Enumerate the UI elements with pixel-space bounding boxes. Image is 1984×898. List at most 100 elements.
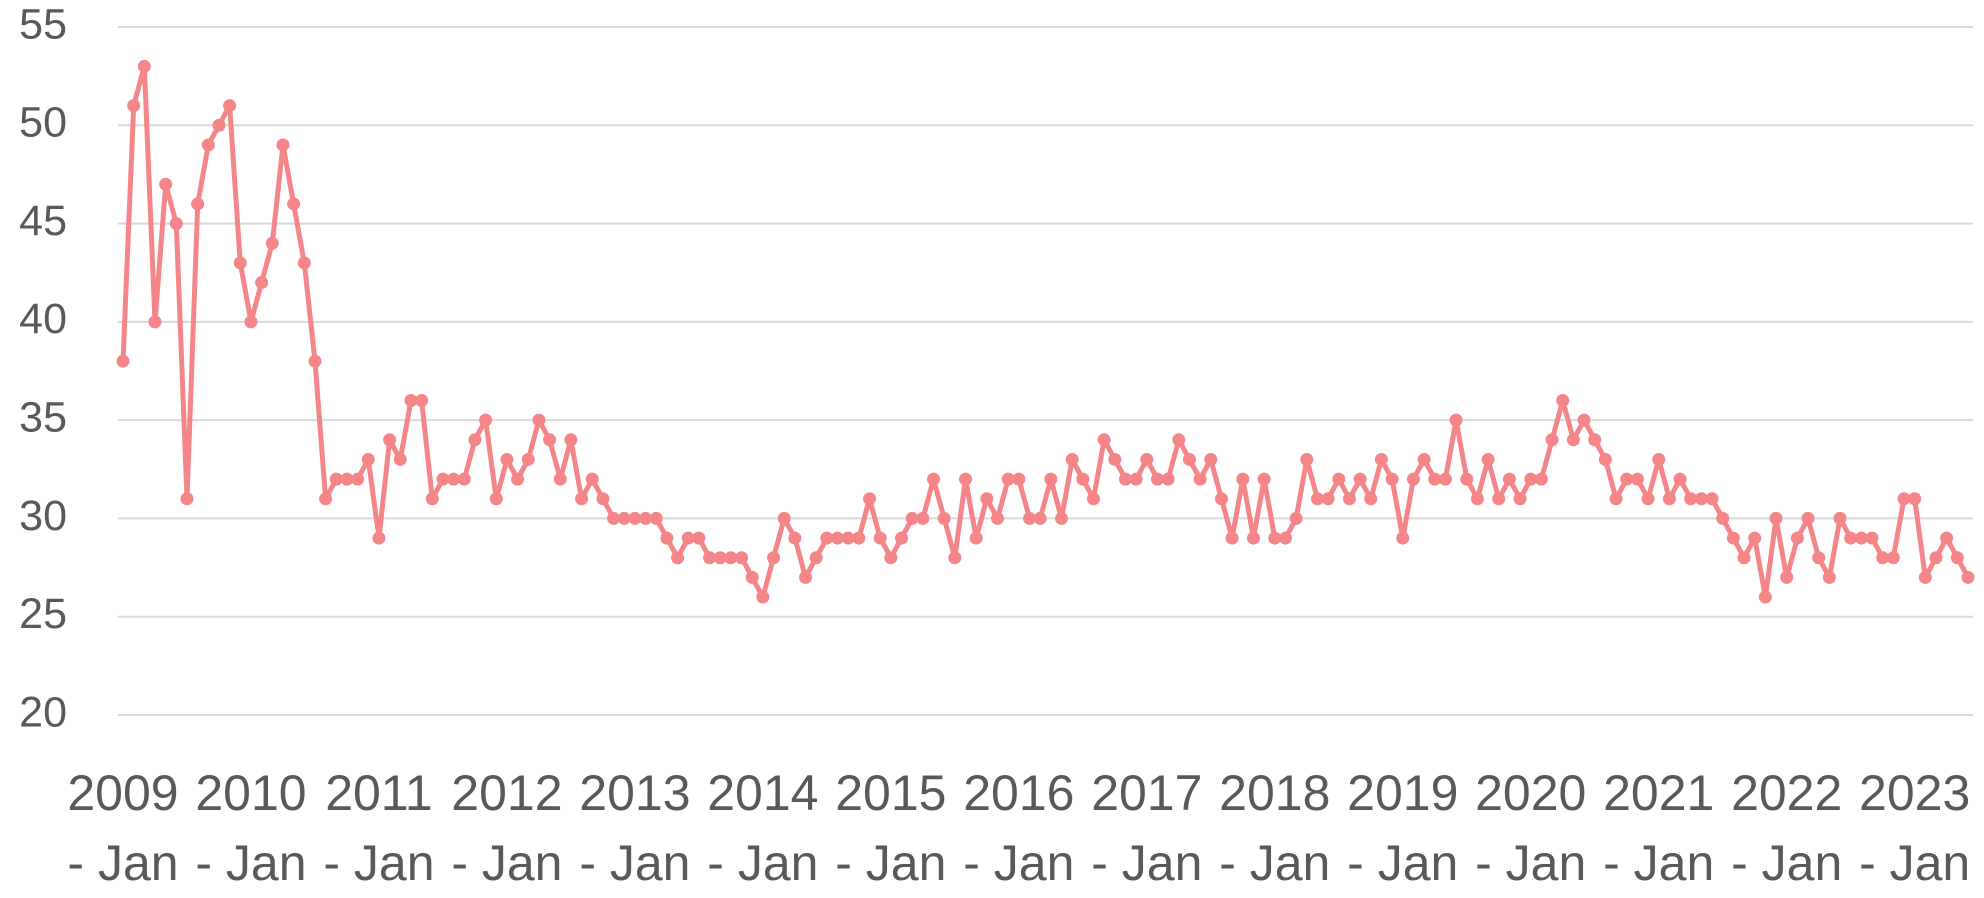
point xyxy=(479,413,493,427)
point xyxy=(1438,472,1452,486)
x-tick-label: 2017 - Jan xyxy=(1091,765,1203,891)
point xyxy=(1140,452,1154,466)
point xyxy=(169,217,183,231)
point xyxy=(1428,472,1442,486)
point xyxy=(1353,472,1367,486)
point xyxy=(745,570,759,584)
point xyxy=(1769,511,1783,525)
point xyxy=(1086,492,1100,506)
point xyxy=(415,393,429,407)
x-tick-label: 2023 - Jan xyxy=(1859,765,1971,891)
point xyxy=(991,511,1005,525)
point xyxy=(468,433,482,447)
point xyxy=(585,472,599,486)
y-tick-label: 25 xyxy=(19,590,67,638)
point xyxy=(575,492,589,506)
point xyxy=(1833,511,1847,525)
point xyxy=(1673,472,1687,486)
point xyxy=(649,511,663,525)
point xyxy=(265,236,279,250)
point xyxy=(1214,492,1228,506)
point xyxy=(841,531,855,545)
point xyxy=(1129,472,1143,486)
point xyxy=(895,531,909,545)
point xyxy=(1364,492,1378,506)
point xyxy=(500,452,514,466)
point xyxy=(969,531,983,545)
point xyxy=(884,551,898,565)
point xyxy=(1342,492,1356,506)
point xyxy=(1545,433,1559,447)
point xyxy=(1876,551,1890,565)
point xyxy=(1150,472,1164,486)
point xyxy=(447,472,461,486)
point xyxy=(1118,472,1132,486)
point xyxy=(1652,452,1666,466)
point xyxy=(735,551,749,565)
point xyxy=(1844,531,1858,545)
point xyxy=(1556,393,1570,407)
point xyxy=(1321,492,1335,506)
point xyxy=(1790,531,1804,545)
point xyxy=(681,531,695,545)
point xyxy=(297,256,311,270)
point xyxy=(1598,452,1612,466)
point xyxy=(1076,472,1090,486)
point xyxy=(639,511,653,525)
point xyxy=(1908,492,1922,506)
point xyxy=(1023,511,1037,525)
point xyxy=(1289,511,1303,525)
x-tick-label: 2012 - Jan xyxy=(451,765,563,891)
point xyxy=(1865,531,1879,545)
point xyxy=(1374,452,1388,466)
point xyxy=(425,492,439,506)
point xyxy=(564,433,578,447)
point xyxy=(1726,531,1740,545)
point xyxy=(692,531,706,545)
point xyxy=(1641,492,1655,506)
point xyxy=(1065,452,1079,466)
point xyxy=(1470,492,1484,506)
point xyxy=(959,472,973,486)
y-tick-label: 50 xyxy=(19,99,67,147)
point xyxy=(543,433,557,447)
point xyxy=(596,492,610,506)
point xyxy=(1630,472,1644,486)
point xyxy=(1929,551,1943,565)
point xyxy=(927,472,941,486)
point xyxy=(1662,492,1676,506)
point xyxy=(1182,452,1196,466)
point xyxy=(180,492,194,506)
point xyxy=(713,551,727,565)
point xyxy=(1449,413,1463,427)
point xyxy=(233,256,247,270)
point xyxy=(1406,472,1420,486)
point xyxy=(852,531,866,545)
point xyxy=(1758,590,1772,604)
point xyxy=(1950,551,1964,565)
point xyxy=(340,472,354,486)
point xyxy=(980,492,994,506)
point xyxy=(287,197,301,211)
point xyxy=(1097,433,1111,447)
point xyxy=(137,59,151,73)
point xyxy=(937,511,951,525)
y-tick-label: 55 xyxy=(19,0,67,48)
point xyxy=(1897,492,1911,506)
point xyxy=(223,99,237,113)
point xyxy=(1609,492,1623,506)
point xyxy=(820,531,834,545)
point xyxy=(1705,492,1719,506)
point xyxy=(372,531,386,545)
point xyxy=(1524,472,1538,486)
point xyxy=(436,472,450,486)
point xyxy=(308,354,322,368)
point xyxy=(1193,472,1207,486)
point xyxy=(457,472,471,486)
point xyxy=(244,315,258,329)
x-tick-label: 2009 - Jan xyxy=(67,765,179,891)
point xyxy=(1801,511,1815,525)
point xyxy=(1236,472,1250,486)
point xyxy=(831,531,845,545)
point xyxy=(1417,452,1431,466)
